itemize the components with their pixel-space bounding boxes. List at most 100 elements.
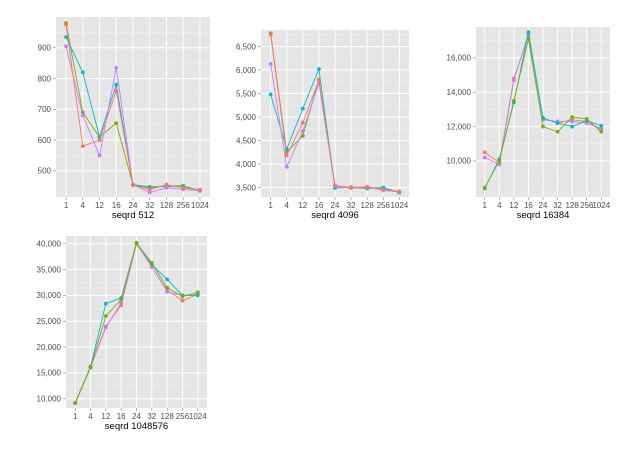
data-point: [164, 185, 169, 190]
data-point: [64, 44, 68, 49]
data-point: [165, 285, 170, 290]
x-tick-label: 4: [88, 412, 93, 421]
panel-seqrd-1048576: 10,000 15,000 20,000 25,000 30,000 35,000 40,0…: [37, 236, 207, 432]
x-tick-label: 1: [73, 412, 78, 421]
x-tick-label: 256: [580, 201, 594, 210]
data-point: [195, 293, 200, 298]
y-tick-label: 30,000: [37, 291, 62, 300]
data-point: [268, 61, 273, 66]
y-tick-label: 500: [38, 167, 52, 176]
y-tick-label: 25,000: [37, 317, 62, 326]
data-point: [482, 150, 487, 155]
y-tick-label: 16,000: [447, 54, 472, 63]
data-point: [333, 183, 337, 188]
data-point: [97, 138, 102, 142]
y-tick-label: 5,500: [236, 89, 257, 98]
data-point: [300, 106, 305, 111]
data-point: [149, 260, 154, 265]
data-point: [147, 187, 152, 192]
x-tick-label: 4: [497, 201, 502, 210]
x-tick-label: 24: [539, 201, 548, 210]
x-tick-label: 1: [483, 201, 488, 210]
y-tick-label: 4,000: [236, 160, 257, 169]
data-point: [284, 164, 289, 169]
data-point: [80, 144, 85, 149]
y-tick-label: 4,500: [236, 136, 257, 145]
data-point: [381, 187, 386, 192]
x-tick-label: 24: [132, 412, 141, 421]
data-point: [114, 88, 119, 93]
data-point: [103, 314, 108, 318]
data-point: [134, 241, 139, 246]
data-point: [114, 82, 119, 87]
y-tick-label: 40,000: [37, 240, 62, 249]
y-tick-label: 6,500: [236, 42, 257, 51]
x-tick-label: 24: [129, 201, 138, 210]
y-tick-label: 700: [38, 105, 52, 114]
data-point: [119, 301, 124, 306]
x-tick-label: 1024: [189, 412, 207, 421]
panel-seqrd-512: 500 600 700 800 900 1 4 12 16 24 32 128 256 1024 seqrd…: [38, 17, 210, 221]
data-point: [300, 133, 305, 138]
x-tick-label: 12: [95, 201, 104, 210]
data-point: [555, 121, 560, 126]
data-point: [195, 290, 200, 295]
panel-seqrd-4096: 3,500 4,000 4,500 5,000 5,500 6,000 6,500 1 4 12 1…: [236, 30, 409, 221]
x-tick-label: 32: [147, 412, 156, 421]
data-point: [511, 78, 516, 83]
y-tick-label: 20,000: [37, 343, 62, 352]
data-point: [88, 365, 93, 370]
y-tick-label: 5,000: [236, 113, 257, 122]
x-tick-label: 256: [377, 201, 391, 210]
y-tick-label: 15,000: [37, 369, 62, 378]
data-point: [397, 189, 402, 194]
y-tick-label: 10,000: [37, 395, 62, 404]
data-point: [570, 119, 575, 124]
data-point: [165, 289, 170, 294]
data-point: [64, 35, 68, 39]
data-point: [268, 32, 273, 37]
x-tick-label: 12: [298, 201, 307, 210]
x-tick-label: 4: [285, 201, 290, 210]
data-point: [526, 30, 531, 35]
x-tick-label: 1: [64, 201, 69, 210]
data-point: [131, 183, 135, 188]
y-tick-label: 35,000: [37, 265, 62, 274]
y-tick-label: 3,500: [236, 183, 257, 192]
data-point: [147, 190, 152, 195]
data-point: [541, 124, 545, 129]
x-tick-label: 12: [509, 201, 518, 210]
data-point: [64, 22, 68, 27]
data-point: [317, 78, 321, 83]
y-tick-label: 900: [38, 44, 52, 53]
data-point: [114, 65, 119, 70]
x-tick-label: 1: [268, 201, 273, 210]
data-point: [482, 155, 487, 160]
x-axis-label: seqrd 512: [112, 210, 154, 221]
data-point: [599, 123, 604, 128]
x-axis-label: seqrd 4096: [311, 210, 359, 221]
data-point: [181, 185, 186, 190]
x-tick-label: 128: [160, 412, 174, 421]
data-point: [114, 121, 119, 126]
data-point: [349, 185, 353, 190]
data-point: [570, 124, 575, 129]
x-axis-label: seqrd 16384: [517, 210, 570, 221]
data-point: [284, 153, 289, 158]
data-point: [584, 116, 589, 121]
data-point: [300, 129, 305, 134]
x-tick-label: 128: [360, 201, 374, 210]
data-point: [97, 153, 102, 158]
x-tick-label: 16: [117, 412, 126, 421]
data-point: [165, 277, 170, 282]
data-point: [103, 325, 108, 330]
y-tick-label: 12,000: [447, 122, 472, 131]
x-tick-label: 4: [81, 201, 86, 210]
data-point: [570, 115, 575, 120]
x-tick-label: 24: [331, 201, 340, 210]
y-tick-label: 800: [38, 74, 52, 83]
data-point: [119, 297, 124, 302]
data-point: [365, 184, 370, 189]
y-tick-label: 14,000: [447, 88, 472, 97]
